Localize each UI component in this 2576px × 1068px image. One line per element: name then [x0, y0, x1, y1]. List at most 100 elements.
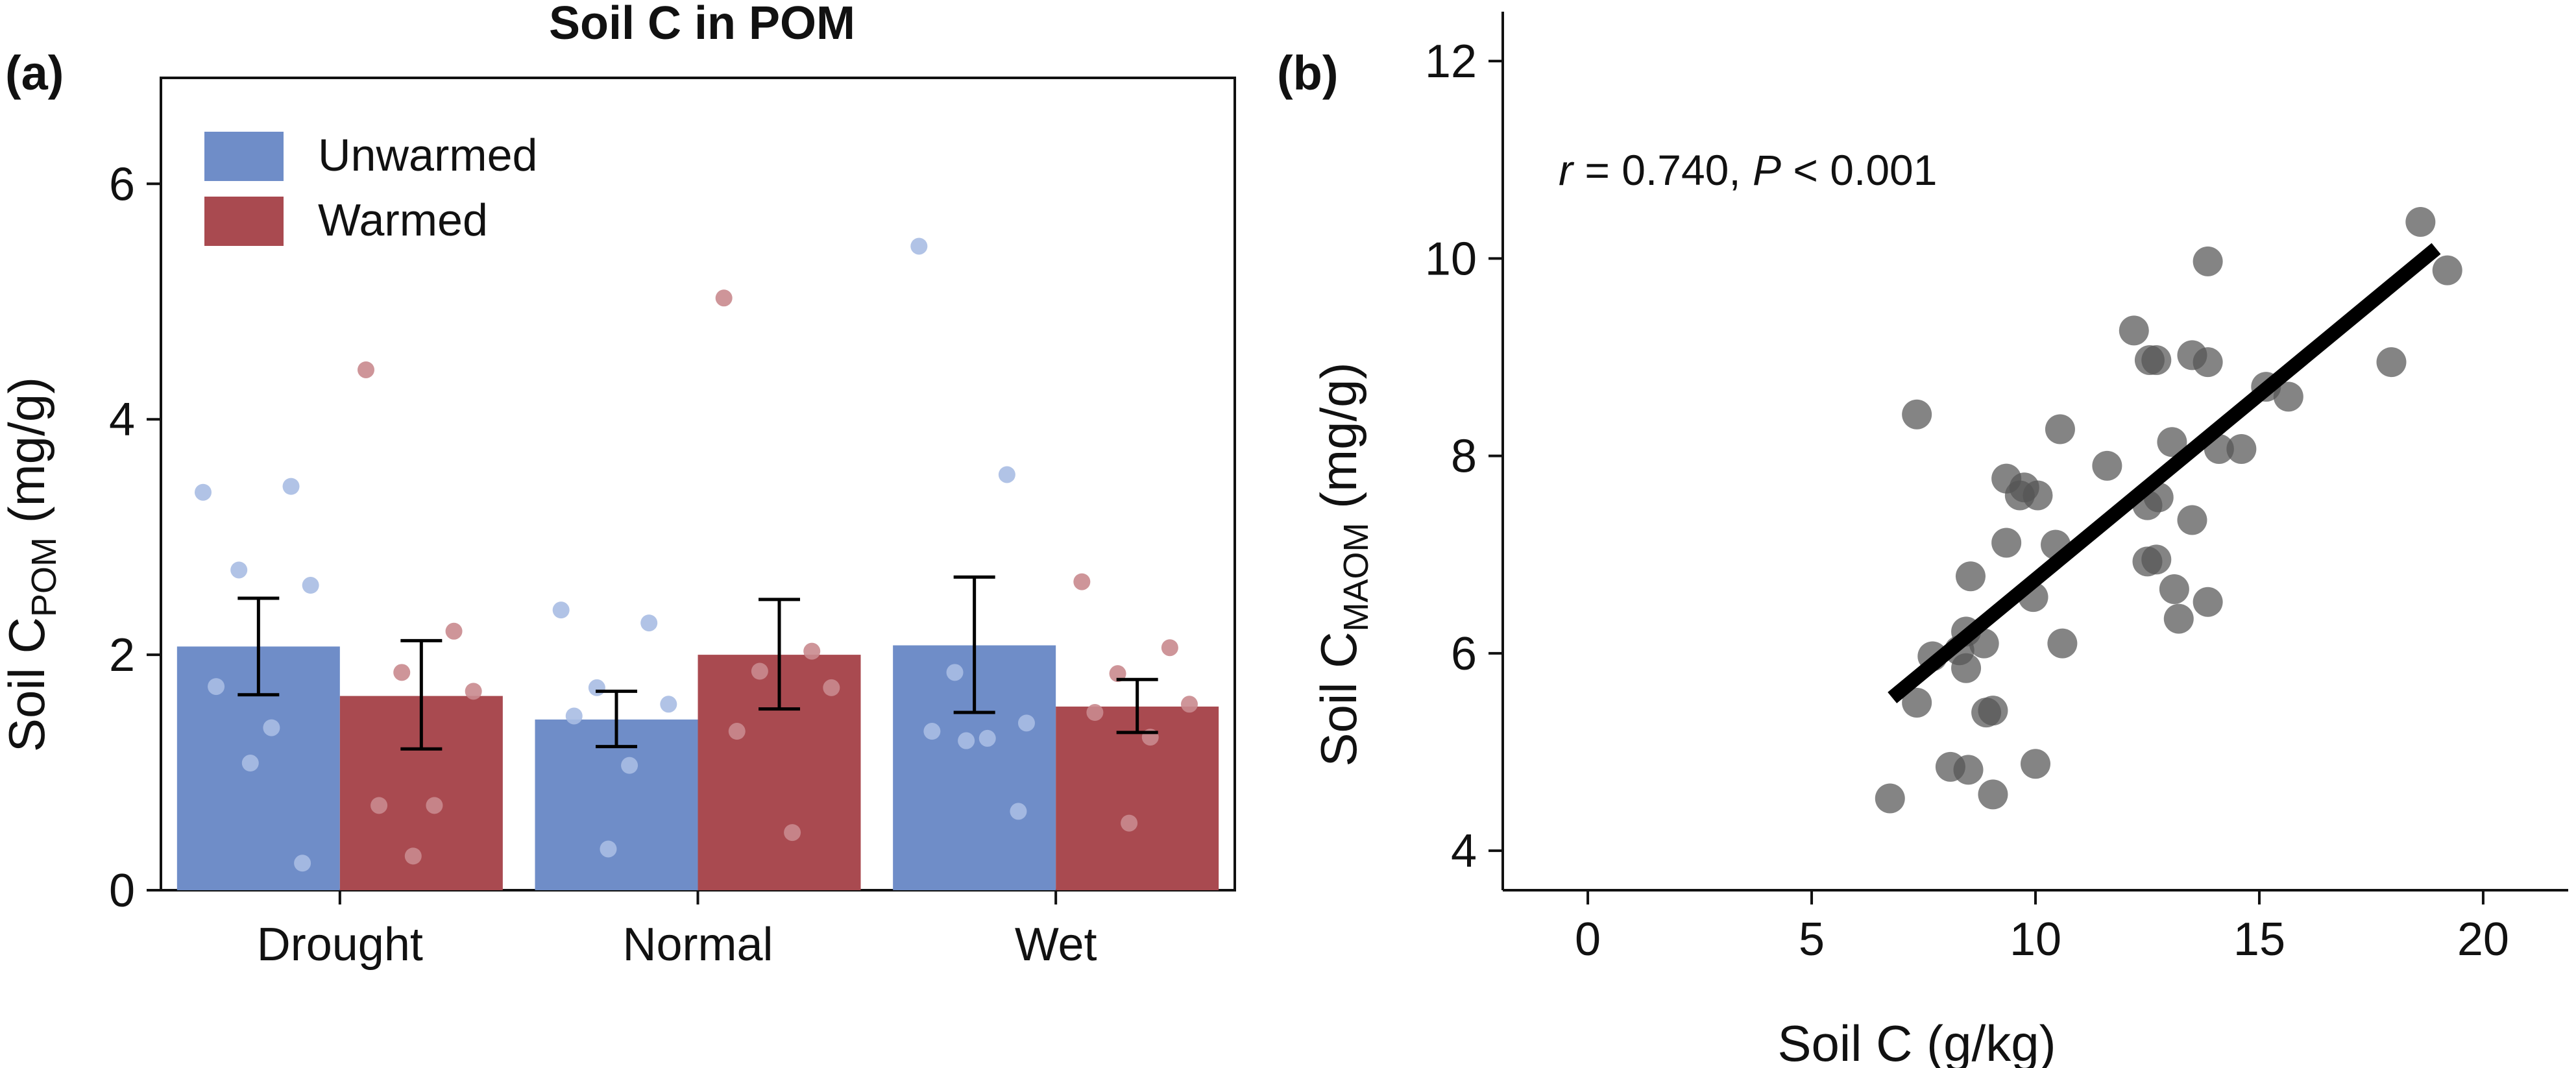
bar-warmed [1056, 706, 1219, 890]
x-tick-label: Normal [622, 919, 773, 971]
scatter-chart-panel: (b) 0 5 10 15 20 4 6 8 10 12 r = 0.740, P < 0.001… [1277, 12, 2568, 1068]
scatter-point [2157, 427, 2187, 457]
data-point-unwarmed [194, 483, 212, 501]
x-tick-label: 20 [2457, 914, 2509, 965]
scatter-point [2405, 207, 2436, 237]
panel-a-label: (a) [5, 46, 64, 100]
data-point-unwarmed [958, 732, 975, 749]
y-tick-label: 4 [109, 394, 135, 446]
y-tick-label: 4 [1451, 825, 1477, 877]
data-point-unwarmed [302, 577, 319, 594]
data-point-unwarmed [241, 755, 259, 772]
data-point-warmed [784, 824, 801, 842]
data-point-unwarmed [998, 466, 1015, 483]
scatter-point [2177, 505, 2207, 535]
scatter-point [2193, 587, 2223, 617]
scatter-point [2023, 480, 2053, 511]
scatter-point [2163, 603, 2194, 634]
scatter-point [2226, 433, 2257, 464]
x-tick-label: 15 [2233, 914, 2285, 965]
data-point-warmed [465, 683, 482, 700]
y-tick-label: 8 [1451, 431, 1477, 483]
data-point-unwarmed [923, 723, 941, 740]
data-point-unwarmed [294, 855, 311, 872]
data-point-warmed [715, 289, 733, 307]
y-tick-label: 12 [1425, 36, 1477, 88]
data-point-unwarmed [282, 478, 300, 495]
x-tick-label: 5 [1799, 914, 1825, 965]
data-point-warmed [357, 361, 374, 378]
scatter-point [1955, 561, 1986, 592]
data-point-unwarmed [621, 757, 638, 774]
data-point-unwarmed [946, 664, 964, 681]
y-tick-label: 0 [109, 865, 135, 917]
scatter-point [1978, 779, 2008, 810]
x-tick-label: Drought [257, 919, 423, 971]
data-point-warmed [1109, 665, 1126, 683]
data-point-warmed [1073, 573, 1091, 590]
data-point-warmed [1086, 704, 1104, 722]
scatter-point [1902, 687, 1932, 718]
data-point-warmed [426, 797, 443, 814]
scatter-point [2045, 414, 2075, 444]
data-point-warmed [445, 622, 463, 640]
scatter-y-axis-label: Soil CMAOM (mg/g) [1310, 362, 1376, 766]
data-point-warmed [823, 679, 840, 696]
data-point-warmed [404, 847, 422, 865]
y-tick-label: 6 [1451, 628, 1477, 680]
scatter-point [2376, 347, 2407, 378]
y-tick-label: 6 [109, 158, 135, 210]
data-point-warmed [1161, 639, 1178, 657]
scatter-point [2119, 315, 2149, 346]
bar-chart-panel: (a) Soil C in POM Drought Normal Wet 0 2 4 6 Un… [0, 0, 1236, 971]
data-point-unwarmed [600, 840, 617, 858]
legend-label-unwarmed: Unwarmed [318, 130, 537, 180]
scatter-point [2092, 450, 2122, 481]
scatter-point [2193, 246, 2223, 276]
data-point-warmed [1180, 696, 1198, 713]
data-point-warmed [728, 723, 746, 740]
data-point-unwarmed [1010, 803, 1027, 820]
data-point-unwarmed [910, 237, 928, 255]
scatter-point [1991, 528, 2022, 558]
data-point-unwarmed [660, 696, 677, 713]
data-point-unwarmed [552, 601, 570, 619]
legend-swatch-warmed [204, 197, 284, 246]
scatter-point [2273, 382, 2303, 412]
x-tick-label: 10 [2010, 914, 2061, 965]
legend-swatch-unwarmed [204, 132, 284, 181]
scatter-point [2141, 345, 2172, 376]
bar-y-axis-label: Soil CPOM (mg/g) [0, 377, 64, 752]
data-point-unwarmed [565, 707, 583, 725]
legend-label-warmed: Warmed [318, 195, 488, 245]
panel-b-label: (b) [1277, 46, 1339, 100]
scatter-point [2047, 628, 2078, 659]
data-point-warmed [751, 662, 768, 680]
x-tick-label: Wet [1015, 919, 1097, 971]
scatter-point [1978, 696, 2008, 726]
scatter-point [1902, 399, 1932, 430]
data-point-unwarmed [640, 614, 658, 632]
data-point-unwarmed [588, 679, 605, 696]
data-point-unwarmed [978, 729, 996, 747]
data-point-unwarmed [1017, 714, 1035, 732]
x-tick-label: 0 [1575, 914, 1601, 965]
y-tick-label: 2 [109, 629, 135, 681]
data-point-warmed [803, 642, 821, 660]
data-point-unwarmed [263, 719, 280, 736]
scatter-point [1951, 653, 1982, 683]
scatter-point [2141, 544, 2172, 575]
scatter-point [2432, 255, 2462, 285]
chart-title: Soil C in POM [549, 0, 855, 49]
regression-line [1888, 243, 2441, 703]
scatter-x-axis-label: Soil C (g/kg) [1777, 1015, 2056, 1068]
data-point-warmed [393, 664, 411, 681]
scatter-plot-area: 0 5 10 15 20 4 6 8 10 12 [1425, 12, 2568, 965]
scatter-point [2193, 347, 2223, 378]
scatter-point [2159, 574, 2189, 604]
scatter-point [1953, 755, 1984, 785]
data-point-unwarmed [230, 561, 248, 579]
correlation-annotation: r = 0.740, P < 0.001 [1559, 146, 1937, 194]
data-point-warmed [371, 797, 388, 814]
